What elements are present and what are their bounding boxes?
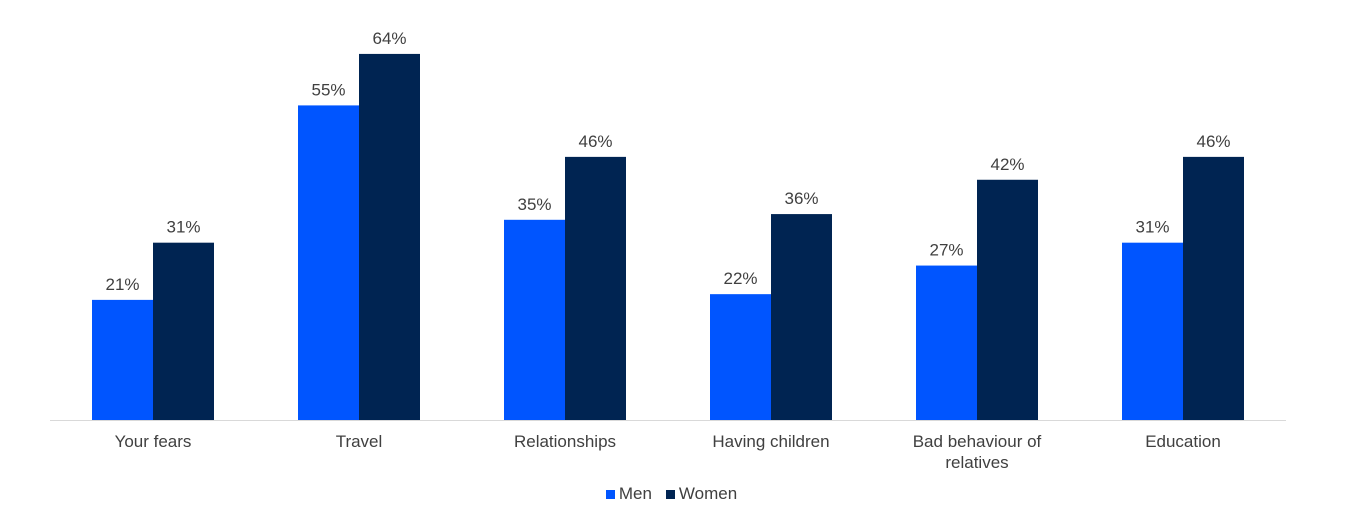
data-label-women-5: 46% xyxy=(1196,132,1230,151)
data-label-men-0: 21% xyxy=(105,275,139,294)
bar-men-0 xyxy=(92,299,153,420)
data-label-men-5: 31% xyxy=(1135,218,1169,237)
bar-men-1 xyxy=(298,105,359,421)
bar-women-3 xyxy=(771,214,832,420)
data-label-men-4: 27% xyxy=(929,241,963,260)
data-label-women-3: 36% xyxy=(784,189,818,208)
legend-swatch-men xyxy=(605,489,615,499)
legend-label-men: Men xyxy=(618,484,652,503)
legend: Men Women xyxy=(0,484,1343,504)
bar-men-5 xyxy=(1122,242,1183,420)
bar-men-2 xyxy=(504,219,565,420)
bar-women-2 xyxy=(565,156,626,420)
legend-item-men: Men xyxy=(605,484,652,504)
bar-women-0 xyxy=(153,242,214,420)
legend-swatch-women xyxy=(665,489,675,499)
data-label-men-3: 22% xyxy=(723,269,757,288)
data-label-men-2: 35% xyxy=(517,195,551,214)
bar-women-4 xyxy=(977,179,1038,420)
legend-item-women: Women xyxy=(665,484,738,504)
bar-chart: 21% 31% Your fears 55% 64% Travel 35% 46% Relati… xyxy=(50,29,1286,472)
category-label-0: Your fears xyxy=(115,432,192,451)
bar-women-1 xyxy=(359,53,420,421)
category-label-4: Bad behaviour of relatives xyxy=(913,432,1042,472)
legend-label-women: Women xyxy=(678,484,738,503)
data-label-women-4: 42% xyxy=(990,155,1024,174)
bar-men-3 xyxy=(710,294,771,420)
data-label-men-1: 55% xyxy=(311,80,345,99)
bar-men-4 xyxy=(916,265,977,420)
bar-women-5 xyxy=(1183,156,1244,420)
category-label-3: Having children xyxy=(712,432,829,451)
data-label-women-2: 46% xyxy=(578,132,612,151)
category-label-1: Travel xyxy=(336,432,383,451)
data-label-women-1: 64% xyxy=(372,29,406,48)
category-label-5: Education xyxy=(1145,432,1221,451)
category-label-2: Relationships xyxy=(514,432,616,451)
data-label-women-0: 31% xyxy=(166,218,200,237)
